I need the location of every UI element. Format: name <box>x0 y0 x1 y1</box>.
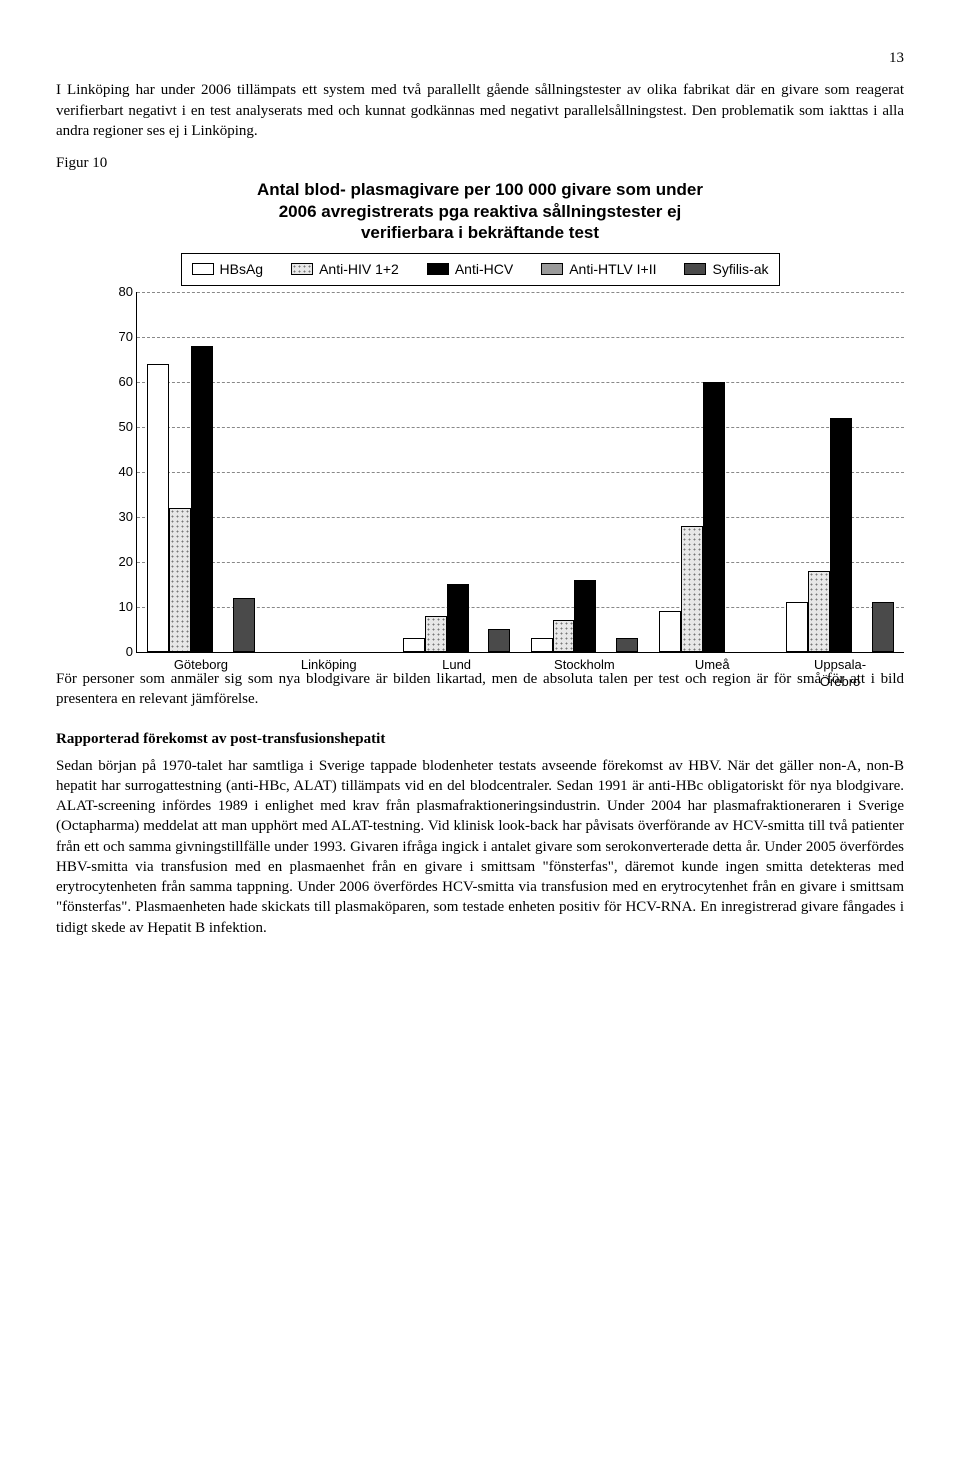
y-tick-label: 30 <box>107 508 133 526</box>
chart-plot-area: Antal avregistrerade givare 010203040506… <box>136 292 904 653</box>
bar <box>616 638 638 652</box>
y-tick-label: 50 <box>107 418 133 436</box>
chart-legend: HBsAg Anti-HIV 1+2 Anti-HCV Anti-HTLV I+II S… <box>181 253 780 286</box>
legend-swatch <box>291 263 313 275</box>
bar-group: Lund <box>393 292 521 652</box>
legend-label: Anti-HTLV I+II <box>569 260 656 279</box>
legend-item: Anti-HIV 1+2 <box>291 260 399 279</box>
y-tick-label: 70 <box>107 328 133 346</box>
legend-item: Anti-HTLV I+II <box>541 260 656 279</box>
intro-paragraph: I Linköping har under 2006 tillämpats et… <box>56 80 904 141</box>
x-tick-label: Stockholm <box>520 652 648 674</box>
legend-label: HBsAg <box>220 260 264 279</box>
bars <box>403 292 510 652</box>
legend-swatch <box>684 263 706 275</box>
bars <box>786 292 893 652</box>
bar-group: Linköping <box>265 292 393 652</box>
x-tick-label: Umeå <box>648 652 776 674</box>
x-tick-label: Lund <box>393 652 521 674</box>
bar <box>574 580 596 652</box>
page-number: 13 <box>56 48 904 68</box>
bar <box>659 611 681 652</box>
bar <box>147 364 169 652</box>
y-tick-label: 60 <box>107 373 133 391</box>
chart-title-line1: Antal blod- plasmagivare per 100 000 giv… <box>257 180 703 199</box>
bar <box>786 602 808 652</box>
y-tick-label: 0 <box>107 643 133 661</box>
bar <box>169 508 191 652</box>
x-tick-label: Linköping <box>265 652 393 674</box>
bar <box>403 638 425 652</box>
bars <box>659 292 766 652</box>
bar <box>553 620 575 652</box>
bar <box>531 638 553 652</box>
bar <box>703 382 725 652</box>
chart-title: Antal blod- plasmagivare per 100 000 giv… <box>56 179 904 243</box>
chart-title-line2: 2006 avregistrerats pga reaktiva sållnin… <box>279 202 682 221</box>
figure-label: Figur 10 <box>56 153 904 173</box>
legend-label: Anti-HIV 1+2 <box>319 260 399 279</box>
x-tick-label: Uppsala-Örebro <box>776 652 904 691</box>
bar <box>681 526 703 652</box>
bar-group: Göteborg <box>137 292 265 652</box>
bars <box>531 292 638 652</box>
bar <box>808 571 830 652</box>
bar <box>447 584 469 652</box>
x-tick-label: Göteborg <box>137 652 265 674</box>
bar <box>233 598 255 652</box>
bar <box>872 602 894 652</box>
section-heading: Rapporterad förekomst av post-transfusio… <box>56 729 904 749</box>
legend-item: Syfilis-ak <box>684 260 768 279</box>
y-tick-label: 20 <box>107 553 133 571</box>
bar <box>830 418 852 652</box>
y-tick-label: 10 <box>107 598 133 616</box>
legend-item: Anti-HCV <box>427 260 513 279</box>
legend-swatch <box>541 263 563 275</box>
bars <box>147 292 254 652</box>
legend-swatch <box>192 263 214 275</box>
bar <box>488 629 510 652</box>
bar <box>425 616 447 652</box>
legend-label: Syfilis-ak <box>712 260 768 279</box>
bar-group: Stockholm <box>520 292 648 652</box>
bar-group: Umeå <box>648 292 776 652</box>
bars <box>275 292 382 652</box>
bar-groups: GöteborgLinköpingLundStockholmUmeåUppsal… <box>137 292 904 652</box>
y-tick-label: 80 <box>107 283 133 301</box>
chart-title-line3: verifierbara i bekräftande test <box>361 223 599 242</box>
bar <box>191 346 213 652</box>
legend-item: HBsAg <box>192 260 264 279</box>
legend-label: Anti-HCV <box>455 260 513 279</box>
legend-swatch <box>427 263 449 275</box>
long-paragraph: Sedan början på 1970-talet har samtliga … <box>56 756 904 938</box>
bar-group: Uppsala-Örebro <box>776 292 904 652</box>
chart-container: Antal blod- plasmagivare per 100 000 giv… <box>56 179 904 653</box>
y-tick-label: 40 <box>107 463 133 481</box>
